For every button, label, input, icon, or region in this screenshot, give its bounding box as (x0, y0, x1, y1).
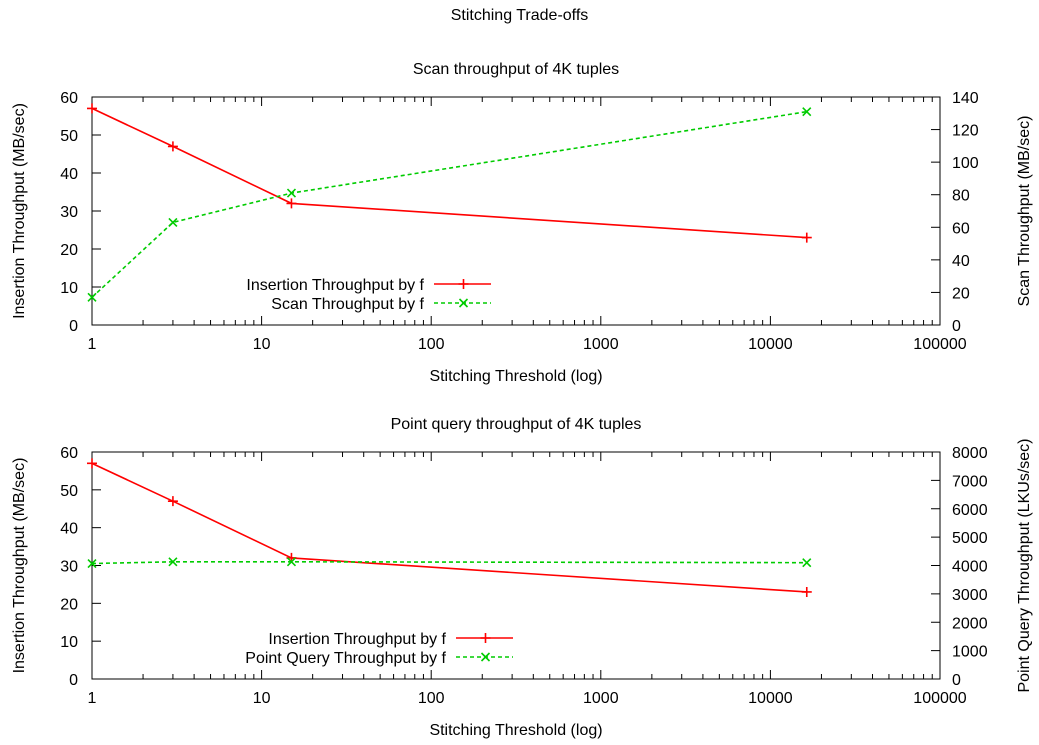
y-right-tick-label: 5000 (952, 530, 988, 547)
x-tick-label: 100 (418, 690, 445, 707)
y-left-tick-label: 40 (60, 166, 78, 183)
y-left-axis-label: Insertion Throughput (MB/sec) (11, 458, 28, 674)
y-left-tick-label: 60 (60, 90, 78, 107)
y-left-tick-label: 60 (60, 445, 78, 462)
y-left-tick-label: 30 (60, 559, 78, 576)
y-right-axis-label: Scan Throughput (MB/sec) (1016, 116, 1033, 307)
data-point-plus (87, 103, 97, 114)
y-right-tick-label: 8000 (952, 445, 988, 462)
x-tick-label: 1 (88, 336, 97, 353)
y-right-tick-label: 100 (952, 155, 979, 172)
chart-panel-2: Point query throughput of 4K tuples 1 10 10… (11, 416, 1033, 739)
plot-frame (91, 451, 941, 680)
data-point-plus (87, 458, 97, 469)
y-left-tick-label: 20 (60, 242, 78, 259)
series-line-2 (91, 110, 807, 298)
x-tick-label: 10 (253, 336, 271, 353)
data-point-plus (167, 496, 178, 507)
y-right-tick-label: 0 (952, 318, 961, 335)
figure-title: Stitching Trade-offs (450, 7, 589, 24)
chart-title: Point query throughput of 4K tuples (391, 416, 642, 433)
y-right-tick-label: 2000 (952, 615, 988, 632)
x-tick-label: 10000 (748, 690, 793, 707)
y-left-tick-label: 50 (60, 128, 78, 145)
legend-label: Insertion Throughput by f (268, 631, 446, 648)
data-point-plus (167, 141, 178, 152)
data-point-x (168, 557, 178, 567)
x-tick-label: 100000 (913, 690, 966, 707)
data-point-x (802, 558, 812, 568)
data-point-x (802, 107, 812, 117)
x-tick-label: 10000 (748, 336, 793, 353)
x-axis-label: Stitching Threshold (log) (429, 722, 602, 739)
y-right-tick-label: 4000 (952, 559, 988, 576)
y-right-tick-label: 20 (952, 285, 970, 302)
data-point-x (87, 558, 97, 569)
y-right-tick-label: 60 (952, 220, 970, 237)
y-right-axis-label: Point Query Throughput (LKUs/sec) (1016, 438, 1033, 692)
y-right-tick-label: 140 (952, 90, 979, 107)
x-tick-label: 1000 (583, 690, 619, 707)
x-tick-label: 1 (88, 690, 97, 707)
y-right-tick-label: 40 (952, 253, 970, 270)
data-point-x (168, 217, 178, 227)
x-tick-label: 10 (253, 690, 271, 707)
y-left-tick-label: 20 (60, 596, 78, 613)
y-left-tick-label: 10 (60, 280, 78, 297)
series-line-2 (91, 561, 807, 565)
y-left-tick-label: 10 (60, 634, 78, 651)
chart-title: Scan throughput of 4K tuples (413, 61, 619, 78)
y-right-tick-label: 3000 (952, 587, 988, 604)
legend-label: Scan Throughput by f (271, 296, 424, 313)
legend-marker-x (480, 652, 491, 662)
data-point-plus (286, 198, 297, 209)
legend-marker-plus (480, 633, 491, 643)
legend-label: Point Query Throughput by f (245, 650, 446, 667)
legend-label: Insertion Throughput by f (246, 277, 424, 294)
data-point-x (286, 557, 297, 567)
y-right-tick-label: 120 (952, 123, 979, 140)
y-left-axis-label: Insertion Throughput (MB/sec) (11, 103, 28, 319)
y-left-tick-label: 50 (60, 483, 78, 500)
y-right-tick-label: 7000 (952, 473, 988, 490)
data-point-x (286, 188, 297, 198)
legend-marker-x (458, 298, 469, 308)
y-right-tick-label: 0 (952, 672, 961, 689)
y-right-tick-label: 1000 (952, 644, 988, 661)
y-right-tick-label: 80 (952, 188, 970, 205)
series-line-1 (91, 462, 807, 593)
data-point-x (87, 292, 97, 302)
y-left-tick-label: 0 (69, 318, 78, 335)
x-tick-label: 100000 (913, 336, 966, 353)
x-tick-label: 1000 (583, 336, 619, 353)
series-line-1 (91, 107, 807, 239)
y-left-tick-label: 0 (69, 672, 78, 689)
x-axis-label: Stitching Threshold (log) (429, 368, 602, 385)
y-left-tick-label: 40 (60, 521, 78, 538)
data-point-plus (801, 586, 812, 597)
y-left-tick-label: 30 (60, 204, 78, 221)
x-tick-label: 100 (418, 336, 445, 353)
data-point-plus (801, 232, 812, 243)
legend-marker-plus (458, 279, 469, 289)
y-right-tick-label: 6000 (952, 502, 988, 519)
